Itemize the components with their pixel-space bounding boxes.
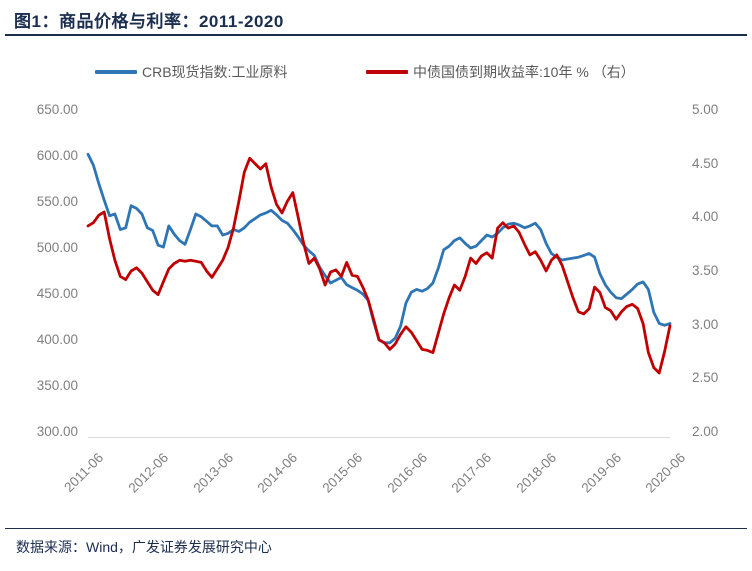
- title-divider: [5, 34, 747, 36]
- y-axis-left-tick-label: 400.00: [36, 332, 78, 347]
- legend-item-crb: CRB现货指数:工业原料: [95, 63, 287, 81]
- x-axis-tick-label: 2012-06: [125, 450, 172, 496]
- y-axis-right-tick-label: 2.50: [692, 370, 719, 386]
- series-line-yield: [86, 156, 672, 375]
- x-axis-line: [88, 436, 670, 438]
- x-axis-tick-label: 2018-06: [513, 450, 560, 496]
- y-axis-left-tick-label: 450.00: [36, 286, 78, 301]
- chart-legend: CRB现货指数:工业原料 中债国债到期收益率:10年 % （右）: [0, 63, 752, 81]
- y-axis-right-tick-label: 4.50: [692, 155, 719, 171]
- y-axis-left-tick-label: 550.00: [36, 194, 78, 209]
- crb-line-swatch: [95, 70, 137, 74]
- series-line-crb: [86, 152, 672, 345]
- data-source: 数据来源：Wind，广发证券发展研究中心: [16, 539, 272, 555]
- x-axis-tick-label: 2011-06: [61, 450, 107, 495]
- y-axis-right-tick-label: 4.00: [692, 209, 719, 225]
- legend-label-yield: 中债国债到期收益率:10年 % （右）: [413, 64, 635, 80]
- x-axis-tick-label: 2019-06: [578, 450, 624, 496]
- y-axis-right-tick-label: 2.00: [692, 424, 719, 439]
- y-axis-left-tick-label: 500.00: [36, 240, 78, 255]
- legend-label-crb: CRB现货指数:工业原料: [142, 64, 288, 80]
- y-axis-left-tick-label: 300.00: [36, 424, 78, 439]
- x-axis-tick-label: 2016-06: [384, 450, 430, 496]
- x-axis-tick-label: 2015-06: [319, 450, 366, 496]
- x-axis-tick-label: 2014-06: [254, 450, 301, 496]
- y-axis-right-tick-label: 5.00: [692, 102, 719, 117]
- y-axis-left-tick-label: 650.00: [36, 102, 78, 117]
- x-axis-tick-label: 2013-06: [190, 450, 236, 496]
- x-axis-tick-label: 2020-06: [642, 450, 689, 496]
- y-axis-right-tick-label: 3.00: [692, 316, 719, 332]
- y-axis-left-tick-label: 600.00: [36, 148, 78, 163]
- x-axis-tick-label: 2017-06: [448, 450, 495, 496]
- legend-item-yield: 中债国债到期收益率:10年 % （右）: [366, 63, 635, 81]
- footer-divider: [5, 528, 747, 529]
- y-axis-left-tick-label: 350.00: [36, 378, 78, 393]
- y-axis-right-tick-label: 3.50: [692, 263, 719, 278]
- yield-line-swatch: [366, 70, 408, 74]
- figure-title: 图1：商品价格与利率：2011-2020: [14, 12, 284, 31]
